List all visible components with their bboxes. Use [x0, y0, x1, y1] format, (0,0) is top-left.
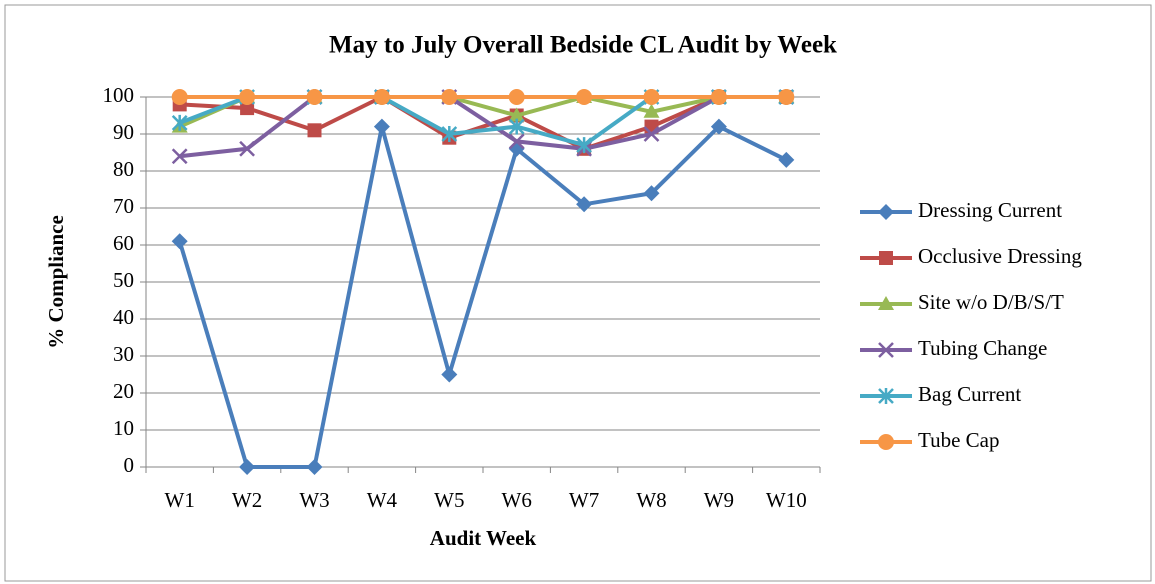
- marker: [508, 133, 525, 150]
- x-tick-label: W3: [299, 488, 329, 512]
- marker: [441, 126, 458, 142]
- marker: [878, 434, 894, 450]
- series: [171, 89, 795, 105]
- legend-label: Dressing Current: [918, 198, 1062, 222]
- marker: [576, 196, 593, 213]
- x-tick-label: W8: [636, 488, 666, 512]
- marker: [778, 89, 795, 105]
- series-line: [179, 94, 787, 151]
- marker: [710, 118, 727, 135]
- x-tick-label: W9: [704, 488, 734, 512]
- marker: [878, 204, 894, 220]
- legend-label: Bag Current: [918, 382, 1021, 406]
- marker: [171, 148, 188, 165]
- marker: [508, 89, 525, 105]
- x-tick-label: W2: [232, 488, 262, 512]
- marker: [240, 101, 255, 116]
- marker: [306, 89, 323, 105]
- marker: [307, 123, 322, 138]
- series: [171, 118, 795, 475]
- x-tick-label: W1: [165, 488, 195, 512]
- marker: [373, 89, 390, 105]
- marker: [239, 89, 256, 105]
- marker: [508, 118, 525, 135]
- legend-label: Occlusive Dressing: [918, 244, 1082, 268]
- marker: [643, 89, 660, 105]
- marker: [239, 459, 256, 475]
- marker: [878, 388, 894, 404]
- marker: [878, 342, 894, 358]
- y-axis-title: % Compliance: [44, 215, 68, 349]
- series-line: [177, 124, 788, 469]
- marker: [171, 114, 188, 131]
- y-tick-label: 90: [113, 120, 134, 144]
- y-tick-label: 10: [113, 416, 134, 440]
- y-tick-label: 0: [124, 453, 135, 477]
- marker: [373, 118, 390, 135]
- marker: [710, 89, 727, 105]
- x-tick-label: W4: [367, 488, 398, 512]
- marker: [441, 89, 458, 105]
- marker: [239, 140, 255, 157]
- x-tick-label: W5: [434, 488, 464, 512]
- y-tick-label: 70: [113, 194, 134, 218]
- marker: [306, 459, 323, 475]
- marker: [643, 126, 660, 142]
- y-tick-label: 80: [113, 157, 134, 181]
- x-tick-label: W10: [766, 488, 807, 512]
- marker: [508, 107, 525, 122]
- marker: [643, 103, 660, 118]
- series-line: [179, 95, 787, 159]
- marker: [879, 251, 893, 265]
- y-tick-label: 60: [113, 231, 134, 255]
- marker: [778, 151, 795, 168]
- y-tick-label: 20: [113, 379, 134, 403]
- marker: [171, 233, 188, 250]
- marker: [643, 185, 660, 202]
- legend-label: Tube Cap: [918, 428, 1000, 452]
- chart-title: May to July Overall Bedside CL Audit by …: [329, 32, 837, 59]
- marker: [576, 137, 592, 154]
- y-tick-label: 50: [113, 268, 134, 292]
- x-tick-label: W7: [569, 488, 599, 512]
- marker: [441, 366, 458, 383]
- y-tick-label: 100: [103, 83, 135, 107]
- marker: [171, 89, 188, 105]
- x-axis-title: Audit Week: [430, 526, 537, 550]
- marker: [576, 89, 593, 105]
- legend-label: Site w/o D/B/S/T: [918, 290, 1064, 314]
- x-tick-label: W6: [502, 488, 532, 512]
- y-tick-label: 30: [113, 342, 134, 366]
- y-tick-label: 40: [113, 305, 134, 329]
- legend-label: Tubing Change: [918, 336, 1047, 360]
- marker: [878, 296, 894, 310]
